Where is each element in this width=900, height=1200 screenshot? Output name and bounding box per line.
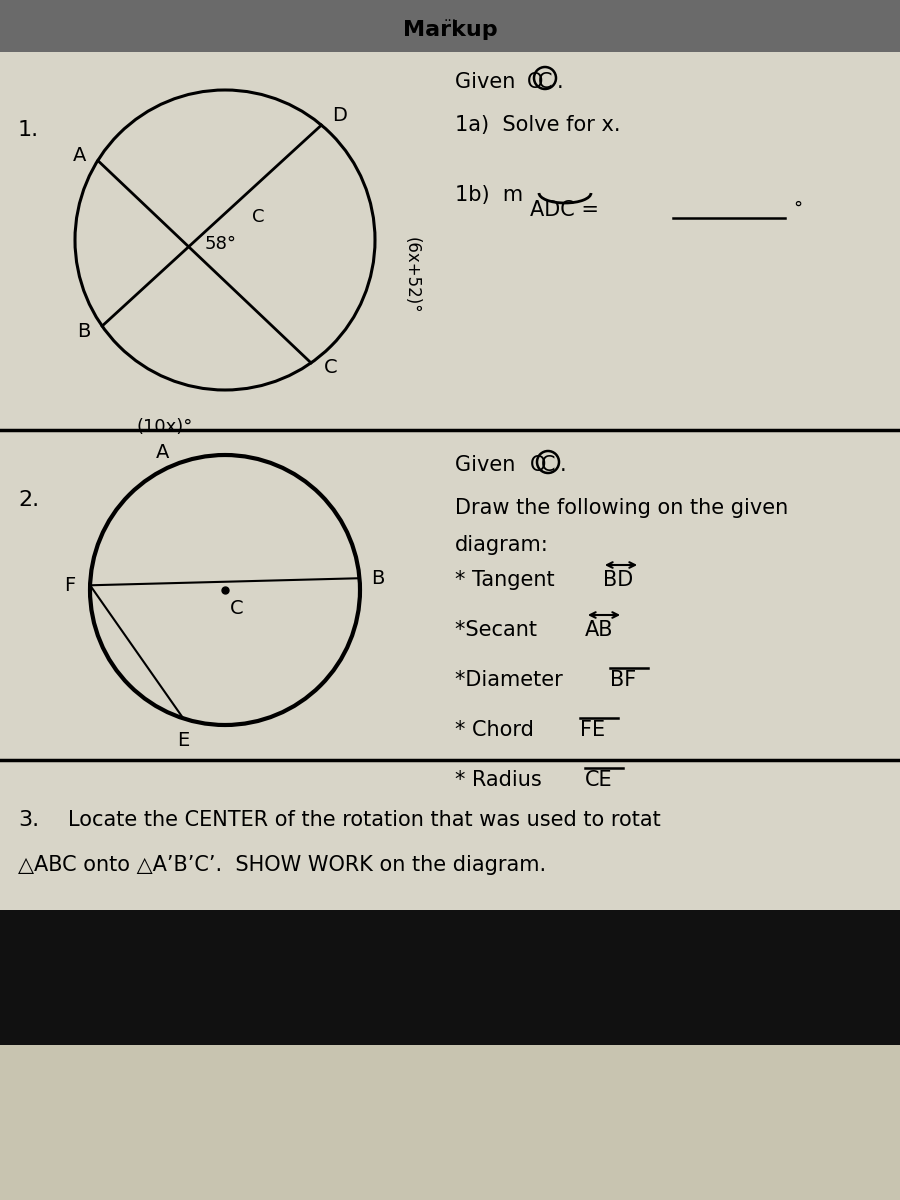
Text: C: C [541,455,555,475]
Text: B: B [371,569,384,588]
Text: .: . [557,72,563,92]
Text: AB: AB [585,620,614,640]
Text: * Chord: * Chord [455,720,541,740]
Text: E: E [177,731,189,750]
Text: Given: Given [455,455,522,475]
Text: ...: ... [444,10,456,24]
Bar [0,1045,900,1200]
Text: (10x)°: (10x)° [137,418,194,436]
Text: 58°: 58° [205,235,237,253]
Text: F: F [65,576,76,595]
Text: A: A [73,146,86,166]
Text: 1b)  m: 1b) m [455,185,523,205]
Text: 2.: 2. [18,490,39,510]
Text: CE: CE [585,770,613,790]
Bar [0,910,900,1045]
Text: C: C [324,359,338,377]
Text: BD: BD [603,570,634,590]
Text: Given: Given [455,72,522,92]
Text: Locate the CENTER of the rotation that was used to rotat: Locate the CENTER of the rotation that w… [68,810,661,830]
Text: 1a)  Solve for x.: 1a) Solve for x. [455,115,620,134]
Text: FE: FE [580,720,605,740]
Text: C: C [538,72,553,92]
Text: BF: BF [610,670,636,690]
Text: *Secant: *Secant [455,620,544,640]
Text: *Diameter: *Diameter [455,670,570,690]
Text: △ABC onto △A’B’C’.  SHOW WORK on the diagram.: △ABC onto △A’B’C’. SHOW WORK on the diag… [18,854,546,875]
Text: °: ° [793,200,802,218]
Text: A: A [157,443,169,462]
Text: C: C [230,599,244,618]
Text: * Radius: * Radius [455,770,548,790]
Text: diagram:: diagram: [455,535,549,554]
Text: Markup: Markup [402,20,498,40]
Text: D: D [332,106,347,125]
Text: 3.: 3. [18,810,39,830]
Text: 1.: 1. [18,120,39,140]
Text: .: . [560,455,567,475]
Text: B: B [77,322,91,341]
Text: O: O [527,72,544,92]
Bar [0,0,900,52]
Text: (6x+52)°: (6x+52)° [403,236,421,313]
Text: C: C [252,208,265,226]
Text: * Tangent: * Tangent [455,570,562,590]
Text: ADC =: ADC = [530,200,599,220]
Text: O: O [530,455,546,475]
Text: Draw the following on the given: Draw the following on the given [455,498,788,518]
